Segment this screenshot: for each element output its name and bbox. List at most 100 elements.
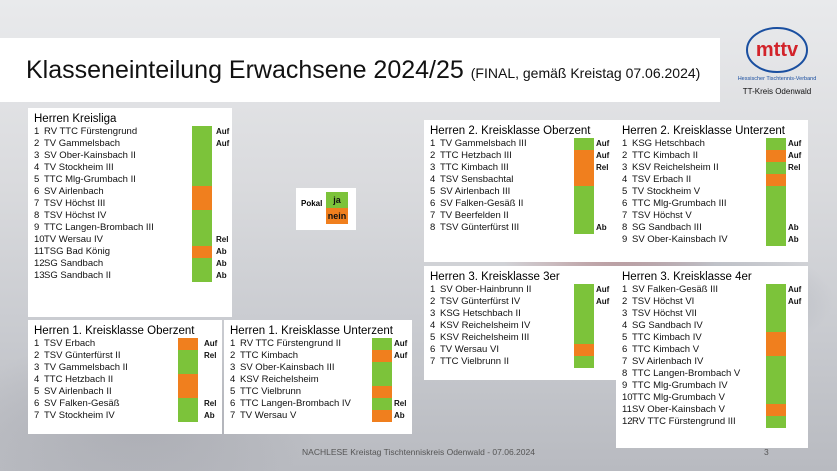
team-name: TTC Mlg-Grumbach II	[44, 174, 136, 185]
rank: 4	[230, 374, 236, 385]
pokal-marker	[766, 186, 786, 198]
pokal-marker	[372, 362, 392, 374]
table-row: 5 TTC Vielbrunn	[230, 386, 406, 398]
rank: 6	[230, 398, 236, 409]
pokal-marker	[766, 308, 786, 320]
rank: 5	[622, 186, 628, 197]
team-name: SV Airlenbach III	[440, 186, 511, 197]
status-tag: Auf	[596, 297, 610, 306]
table-row: 4 TSV Sensbachtal	[430, 174, 610, 186]
rank: 1	[34, 338, 40, 349]
team-name: TTC Langen-Brombach V	[632, 368, 741, 379]
rank: 6	[34, 186, 40, 197]
team-name: TV Beerfelden II	[440, 210, 509, 221]
table-row: 9 SV Ober-Kainsbach IV Ab	[622, 234, 802, 246]
status-tag: Rel	[394, 399, 407, 408]
team-name: TTC Mlg-Grumbach V	[632, 392, 725, 403]
team-name: TV Wersau IV	[44, 234, 103, 245]
table-row: 3 KSG Hetschbach II	[430, 308, 610, 320]
table-row: 2 TTC Kimbach II Auf	[622, 150, 802, 162]
rank: 5	[230, 386, 236, 397]
table-title: Herren 3. Kreisklasse 3er	[430, 271, 560, 283]
table-row: 5 TTC Mlg-Grumbach II	[34, 174, 226, 186]
table-row: 1 RV TTC Fürstengrund II Auf	[230, 338, 408, 350]
team-name: TTC Hetzbach III	[440, 150, 512, 161]
rank: 10	[34, 234, 45, 245]
status-tag: Auf	[788, 285, 802, 294]
team-name: SV Ober-Kainsbach IV	[632, 234, 728, 245]
table-row: 3 TSV Höchst VII	[622, 308, 802, 320]
pokal-marker	[574, 162, 594, 174]
team-name: SV Falken-Gesäß III	[632, 284, 719, 295]
title-main: Klasseneinteilung Erwachsene 2024/25	[26, 56, 464, 84]
pokal-marker	[372, 386, 392, 398]
rank: 1	[430, 138, 436, 149]
team-name: TTC Kimbach II	[632, 150, 698, 161]
table-2kk-oberzent: Herren 2. Kreisklasse Oberzent 1 TV Gammel…	[424, 120, 616, 262]
team-name: SV Falken-Gesäß	[44, 398, 120, 409]
team-name: TV Stockheim IV	[44, 410, 115, 421]
team-name: TTC Kimbach III	[440, 162, 509, 173]
rank: 7	[34, 198, 40, 209]
table-row: 11TSG Bad König Ab	[34, 246, 227, 258]
rank: 7	[622, 356, 628, 367]
table-row: 6 SV Falken-Gesäß II	[430, 198, 610, 210]
status-tag: Auf	[204, 339, 218, 348]
team-name: TTC Mlg-Grumbach III	[632, 198, 727, 209]
table-row: 8 TTC Langen-Brombach V	[622, 368, 802, 380]
title-subtitle: (FINAL, gemäß Kreistag 07.06.2024)	[470, 65, 701, 81]
page-number: 3	[764, 447, 769, 457]
table-row: 3 TV Gammelsbach II	[34, 362, 216, 374]
table-row: 9 TTC Mlg-Grumbach IV	[622, 380, 802, 392]
pokal-marker	[766, 210, 786, 222]
table-row: 4 TTC Hetzbach II	[34, 374, 216, 386]
team-name: TV Stockheim III	[44, 162, 114, 173]
team-name: KSV Reichelsheim III	[440, 332, 530, 343]
table-row: 4 KSV Reichelsheim IV	[430, 320, 610, 332]
rank: 7	[230, 410, 236, 421]
team-name: SG Sandbach III	[632, 222, 702, 233]
table-row: 7 TSV Höchst V	[622, 210, 802, 222]
pokal-marker	[574, 174, 594, 186]
table-title: Herren 3. Kreisklasse 4er	[622, 271, 752, 283]
table-row: 3 TTC Kimbach III Rel	[430, 162, 610, 174]
rank: 12	[34, 258, 45, 269]
table-row: 2 TTC Hetzbach III Auf	[430, 150, 610, 162]
team-name: RV TTC Fürstengrund	[44, 126, 138, 137]
team-name: TSV Sensbachtal	[440, 174, 514, 185]
team-name: SV Ober-Hainbrunn II	[440, 284, 532, 295]
table-row: 8 TSV Höchst IV	[34, 210, 226, 222]
table-row: 13SG Sandbach II Ab	[34, 270, 227, 282]
rank: 1	[622, 284, 628, 295]
status-tag: Ab	[788, 235, 799, 244]
rank: 4	[430, 174, 436, 185]
pokal-marker	[178, 350, 198, 362]
team-name: TV Gammelsbach II	[44, 362, 128, 373]
team-name: TV Wersau V	[240, 410, 297, 421]
team-name: TSV Günterfürst II	[44, 350, 121, 361]
team-name: TSV Höchst V	[632, 210, 692, 221]
pokal-marker	[574, 344, 594, 356]
team-name: KSG Hetschbach II	[440, 308, 521, 319]
rank: 11	[622, 404, 632, 415]
pokal-marker	[766, 284, 786, 296]
pokal-marker	[574, 296, 594, 308]
rank: 1	[622, 138, 628, 149]
rank: 5	[34, 174, 40, 185]
team-name: KSV Reichelsheim IV	[440, 320, 531, 331]
status-tag: Ab	[596, 223, 607, 232]
table-row: 6 SV Airlenbach	[34, 186, 226, 198]
table-row: 2 TSV Günterfürst II Rel	[34, 350, 216, 362]
rank: 5	[622, 332, 628, 343]
team-name: SV Airlenbach	[44, 186, 104, 197]
team-name: KSG Hetschbach	[632, 138, 705, 149]
pokal-marker	[766, 234, 786, 246]
table-row: 8 TSV Günterfürst III Ab	[430, 222, 610, 234]
pokal-marker	[192, 162, 212, 174]
table-row: 6 TTC Langen-Brombach IV Rel	[230, 398, 406, 410]
status-tag: Auf	[394, 339, 408, 348]
rank: 2	[34, 350, 40, 361]
pokal-marker	[766, 344, 786, 356]
pokal-nein: nein	[326, 208, 348, 224]
table-3kk-3er: Herren 3. Kreisklasse 3er 1 SV Ober-Hainbr…	[424, 266, 616, 380]
